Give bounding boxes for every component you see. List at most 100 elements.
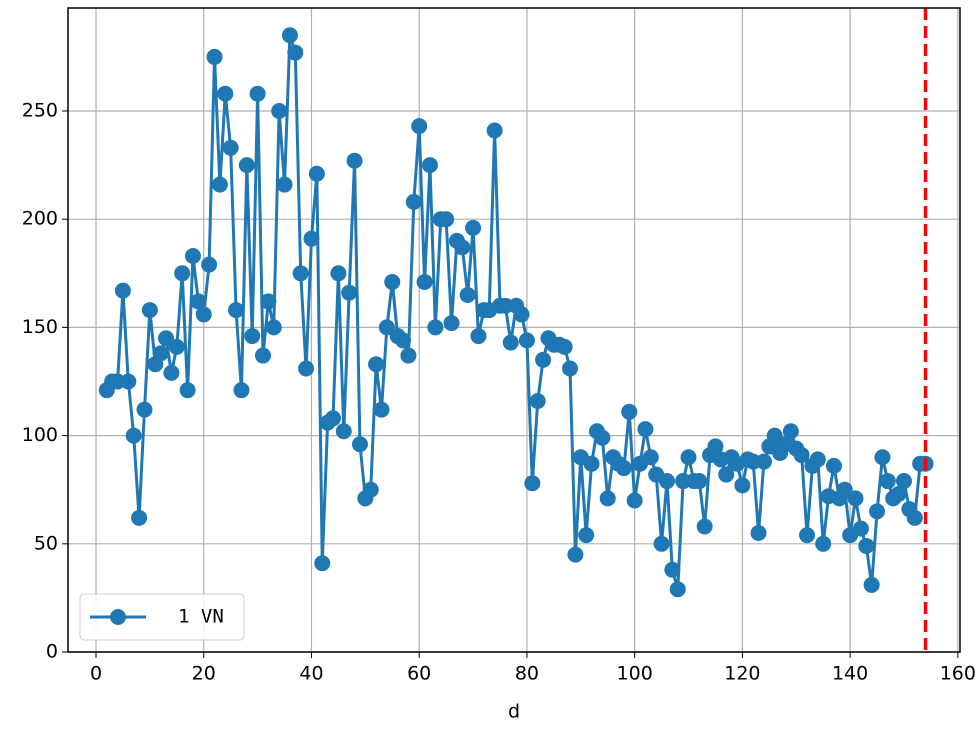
- point: [427, 319, 444, 336]
- point: [325, 410, 342, 427]
- legend-label: 1 VN: [178, 606, 224, 628]
- point: [486, 122, 503, 139]
- point: [330, 265, 347, 282]
- point: [131, 509, 148, 526]
- legend-marker: [110, 609, 126, 625]
- point: [163, 364, 180, 381]
- point: [852, 520, 869, 537]
- point: [260, 293, 277, 310]
- point: [217, 85, 234, 102]
- point: [368, 356, 385, 373]
- point: [184, 247, 201, 264]
- point: [341, 284, 358, 301]
- point: [535, 351, 552, 368]
- point: [782, 423, 799, 440]
- legend-frame: [79, 593, 245, 641]
- point: [567, 546, 584, 563]
- point: [190, 293, 207, 310]
- y-tick-label: 50: [34, 532, 58, 554]
- point: [750, 524, 767, 541]
- point: [222, 139, 239, 156]
- point: [249, 85, 266, 102]
- point: [238, 157, 255, 174]
- point: [421, 157, 438, 174]
- point: [362, 481, 379, 498]
- point: [718, 466, 735, 483]
- point: [858, 537, 875, 554]
- point: [233, 382, 250, 399]
- point: [454, 239, 471, 256]
- point: [599, 490, 616, 507]
- point: [292, 265, 309, 282]
- point: [502, 334, 519, 351]
- y-tick-label: 100: [22, 424, 58, 446]
- point: [707, 438, 724, 455]
- point: [578, 527, 595, 544]
- point: [529, 392, 546, 409]
- point: [696, 518, 713, 535]
- point: [346, 152, 363, 169]
- point: [793, 447, 810, 464]
- point: [373, 401, 390, 418]
- x-tick-label: 40: [299, 663, 323, 685]
- point: [664, 561, 681, 578]
- point: [869, 503, 886, 520]
- point: [125, 427, 142, 444]
- point: [335, 423, 352, 440]
- point: [658, 473, 675, 490]
- point: [201, 256, 218, 273]
- point: [755, 453, 772, 470]
- point: [470, 328, 487, 345]
- y-tick-label: 250: [22, 100, 58, 122]
- point: [271, 103, 288, 120]
- x-tick-label: 0: [90, 663, 102, 685]
- point: [206, 48, 223, 65]
- point: [265, 319, 282, 336]
- point: [815, 535, 832, 552]
- point: [809, 451, 826, 468]
- plot-frame: [67, 7, 961, 653]
- point: [411, 118, 428, 135]
- point: [211, 176, 228, 193]
- point: [734, 477, 751, 494]
- point: [895, 473, 912, 490]
- point: [195, 306, 212, 323]
- point: [626, 492, 643, 509]
- point: [141, 302, 158, 319]
- point: [152, 345, 169, 362]
- point: [513, 306, 530, 323]
- point: [378, 319, 395, 336]
- point: [114, 282, 131, 299]
- point: [384, 273, 401, 290]
- point: [583, 455, 600, 472]
- point: [405, 193, 422, 210]
- point: [254, 347, 271, 364]
- point: [136, 401, 153, 418]
- point: [308, 165, 325, 182]
- point: [669, 581, 686, 598]
- legend: 1 VN: [79, 593, 245, 641]
- point: [556, 338, 573, 355]
- point: [863, 576, 880, 593]
- x-axis-label: d: [508, 701, 520, 723]
- x-tick-label: 140: [832, 663, 868, 685]
- point: [443, 315, 460, 332]
- point: [879, 473, 896, 490]
- point: [303, 230, 320, 247]
- point: [637, 421, 654, 438]
- point: [416, 273, 433, 290]
- point: [351, 436, 368, 453]
- x-tick-label: 80: [515, 663, 539, 685]
- point: [465, 219, 482, 236]
- point: [847, 490, 864, 507]
- point: [653, 535, 670, 552]
- point: [836, 481, 853, 498]
- point: [120, 373, 137, 390]
- point: [562, 360, 579, 377]
- point: [314, 555, 331, 572]
- point: [244, 328, 261, 345]
- point: [874, 449, 891, 466]
- point: [298, 360, 315, 377]
- y-tick-label: 200: [22, 208, 58, 230]
